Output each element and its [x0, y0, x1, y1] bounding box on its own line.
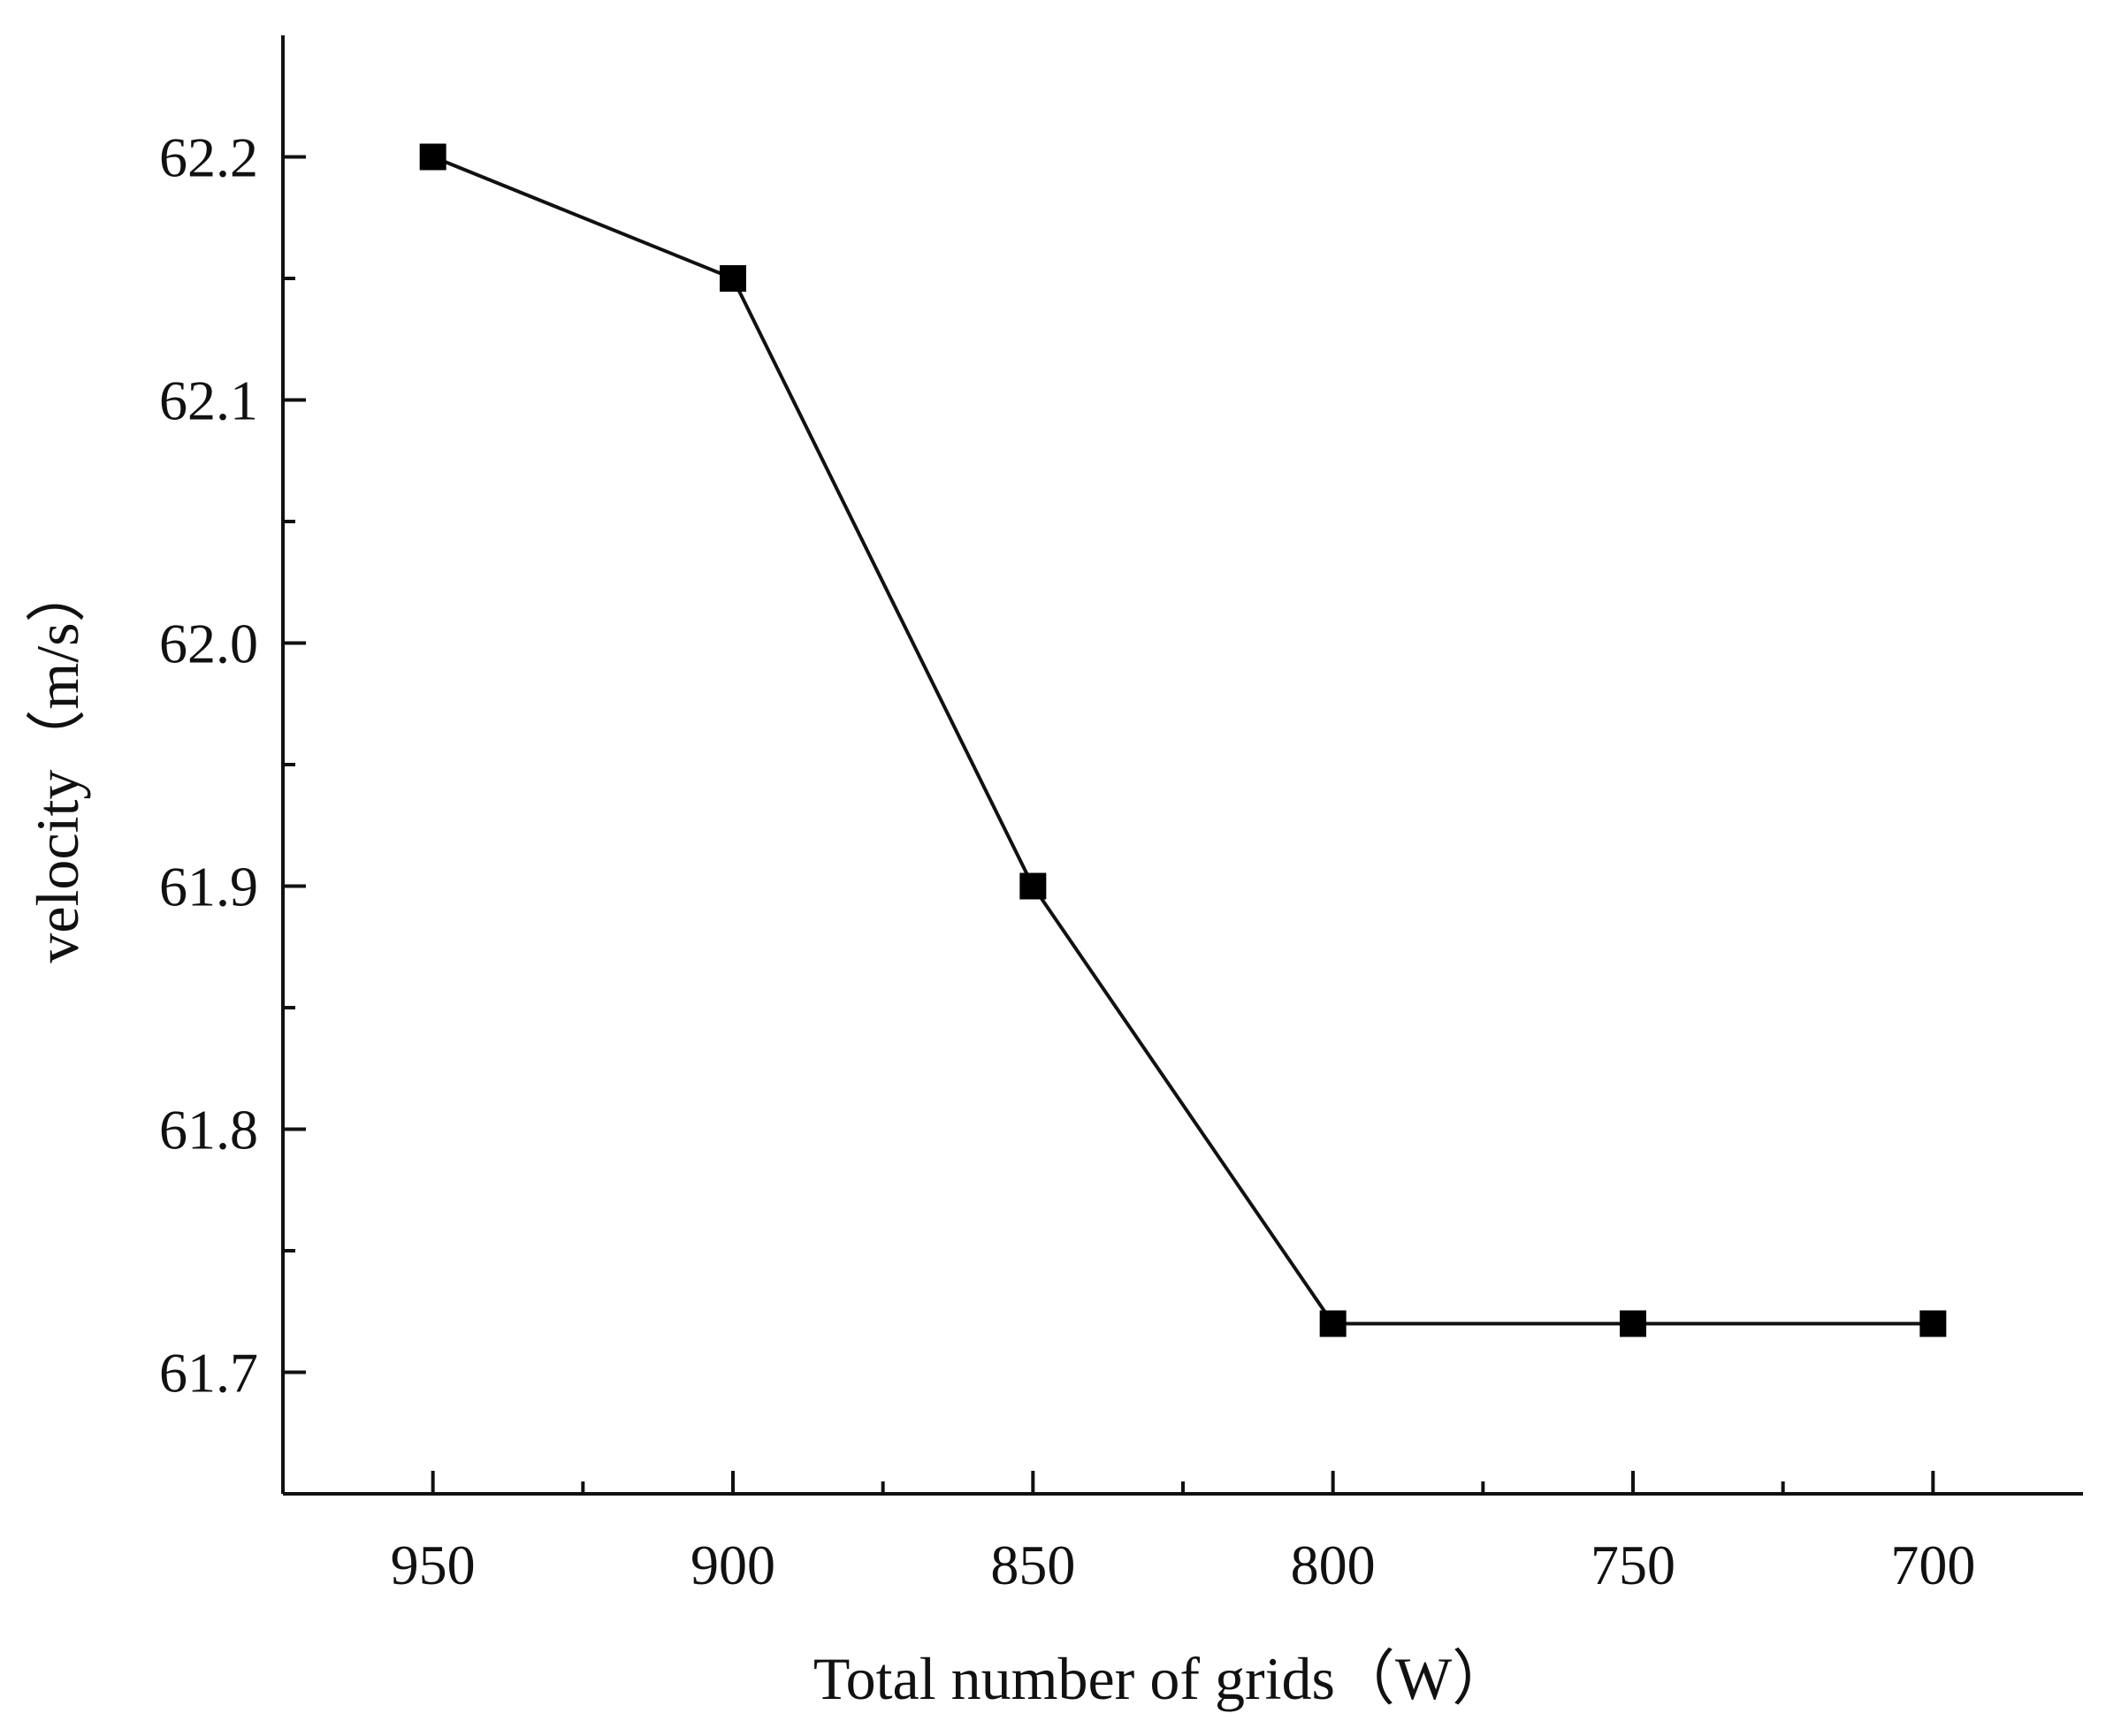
x-tick-label: 900	[691, 1534, 775, 1596]
y-tick-label: 62.2	[159, 126, 258, 189]
x-axis-title: Total number of grids（W）	[813, 1645, 1512, 1712]
tick-labels: 950 900 850 800 750 700 61.7 61.8 61.9 62.0 62.1 62…	[159, 126, 1975, 1597]
y-tick-label: 61.7	[159, 1342, 258, 1405]
series-line	[431, 155, 1934, 1326]
y-tick-label: 61.9	[159, 856, 258, 918]
data-point	[419, 143, 446, 171]
axes	[281, 35, 2083, 1496]
ticks	[283, 155, 1935, 1494]
x-tick-label: 950	[391, 1534, 476, 1596]
x-tick-label: 800	[1291, 1534, 1376, 1596]
data-point	[1019, 872, 1047, 900]
series	[431, 155, 1934, 1326]
data-point	[1319, 1310, 1347, 1337]
y-tick-label: 62.0	[159, 613, 258, 675]
data-point	[1919, 1310, 1947, 1337]
y-tick-label: 61.8	[159, 1099, 258, 1161]
markers	[419, 143, 1947, 1337]
y-tick-label: 62.1	[159, 369, 258, 432]
data-point	[1620, 1310, 1646, 1337]
x-tick-label: 750	[1591, 1534, 1675, 1596]
y-axis-title: velocity（m/s）	[24, 562, 91, 963]
x-tick-label: 700	[1890, 1534, 1975, 1596]
x-tick-label: 850	[990, 1534, 1075, 1596]
data-point	[720, 265, 746, 292]
